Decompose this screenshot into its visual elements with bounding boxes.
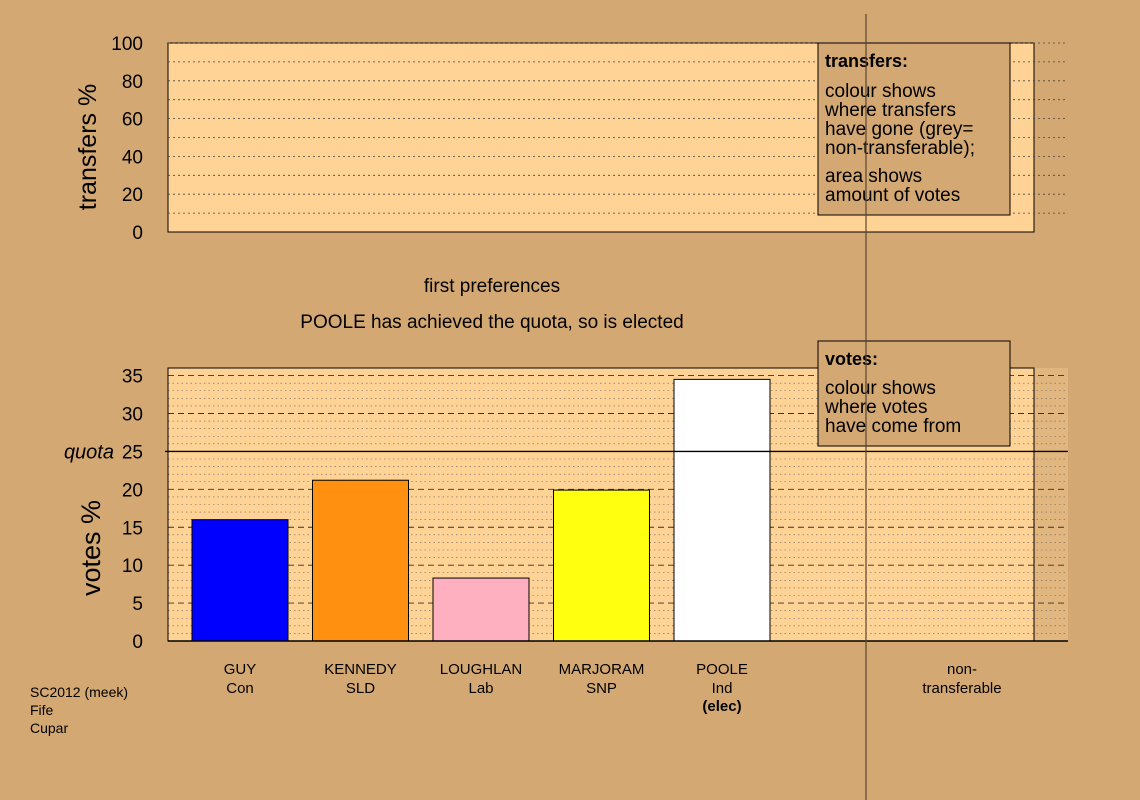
transfers-y-tick-label: 80 <box>122 72 143 93</box>
transfers-legend-line: where transfers <box>824 100 956 121</box>
transfers-legend: transfers: colour shows where transfers … <box>817 42 1011 216</box>
vote-bars <box>191 378 771 642</box>
transfers-y-tick-label: 40 <box>122 147 143 168</box>
candidate-party: SLD <box>346 680 375 697</box>
candidate-name: GUY <box>224 661 257 678</box>
transfers-legend-line: amount of votes <box>825 185 960 206</box>
votes-panel: 0 5 10 15 20 25 30 35 quota votes % GUY Con KENNE… <box>64 340 1068 715</box>
stage-subtitle: POOLE has achieved the quota, so is elec… <box>300 312 683 333</box>
vote-bar <box>673 378 771 642</box>
votes-legend-title: votes: <box>825 349 878 369</box>
candidate-party: Ind <box>712 680 733 697</box>
stage-title: first preferences <box>424 276 560 297</box>
votes-y-tick-label: 15 <box>122 518 143 539</box>
candidate-name: MARJORAM <box>559 661 645 678</box>
footer-line: Cupar <box>30 720 68 736</box>
candidate-name: KENNEDY <box>324 661 397 678</box>
footer-line: SC2012 (meek) <box>30 684 128 700</box>
votes-y-tick-label: 25 <box>122 442 143 463</box>
nontransferable-label: transferable <box>922 680 1001 697</box>
transfers-y-tick-label: 60 <box>122 110 143 131</box>
votes-legend-line: where votes <box>824 397 927 418</box>
candidate-party: Lab <box>468 680 493 697</box>
votes-y-tick-label: 30 <box>122 405 143 426</box>
transfers-y-tick-label: 20 <box>122 185 143 206</box>
footer: SC2012 (meek) Fife Cupar <box>30 684 128 736</box>
candidate-party: SNP <box>586 680 617 697</box>
votes-y-tick-label: 20 <box>122 480 143 501</box>
candidate-party: Con <box>226 680 254 697</box>
votes-y-tick-label: 35 <box>122 367 143 388</box>
transfers-y-tick-label: 0 <box>132 223 143 244</box>
votes-legend: votes: colour shows where votes have com… <box>817 340 1011 447</box>
votes-y-tick-label: 0 <box>132 632 143 653</box>
transfers-legend-box <box>817 42 1011 216</box>
vote-bar <box>312 479 409 642</box>
votes-legend-line: colour shows <box>825 378 936 399</box>
votes-legend-box <box>817 340 1011 447</box>
transfers-y-axis-label: transfers % <box>74 84 102 210</box>
candidate-labels: GUY Con KENNEDY SLD LOUGHLAN Lab MARJORAM SNP PO… <box>224 661 748 715</box>
votes-y-tick-label: 10 <box>122 556 143 577</box>
vote-bar <box>432 577 530 642</box>
candidate-status: (elec) <box>702 698 741 715</box>
votes-legend-line: have come from <box>825 416 961 437</box>
transfers-y-ticks: 0 20 40 60 80 100 <box>111 34 143 244</box>
footer-line: Fife <box>30 702 54 718</box>
vote-bar <box>191 519 289 642</box>
votes-y-tick-label: 5 <box>132 594 143 615</box>
candidate-name: POOLE <box>696 661 748 678</box>
candidate-name: LOUGHLAN <box>440 661 523 678</box>
transfers-y-tick-label: 100 <box>111 34 143 55</box>
transfers-legend-line: non-transferable); <box>825 138 975 159</box>
nontransferable-label: non- <box>947 661 977 678</box>
votes-y-axis-label: votes % <box>76 500 106 596</box>
vote-bar <box>553 489 650 642</box>
transfers-legend-line: have gone (grey= <box>825 119 973 140</box>
transfers-panel: 0 20 40 60 80 100 transfers % transfers: colo… <box>74 34 1068 244</box>
votes-y-ticks: 0 5 10 15 20 25 30 35 <box>122 367 143 653</box>
transfers-legend-line: area shows <box>825 166 922 187</box>
transfers-legend-line: colour shows <box>825 81 936 102</box>
quota-label: quota <box>64 441 114 463</box>
